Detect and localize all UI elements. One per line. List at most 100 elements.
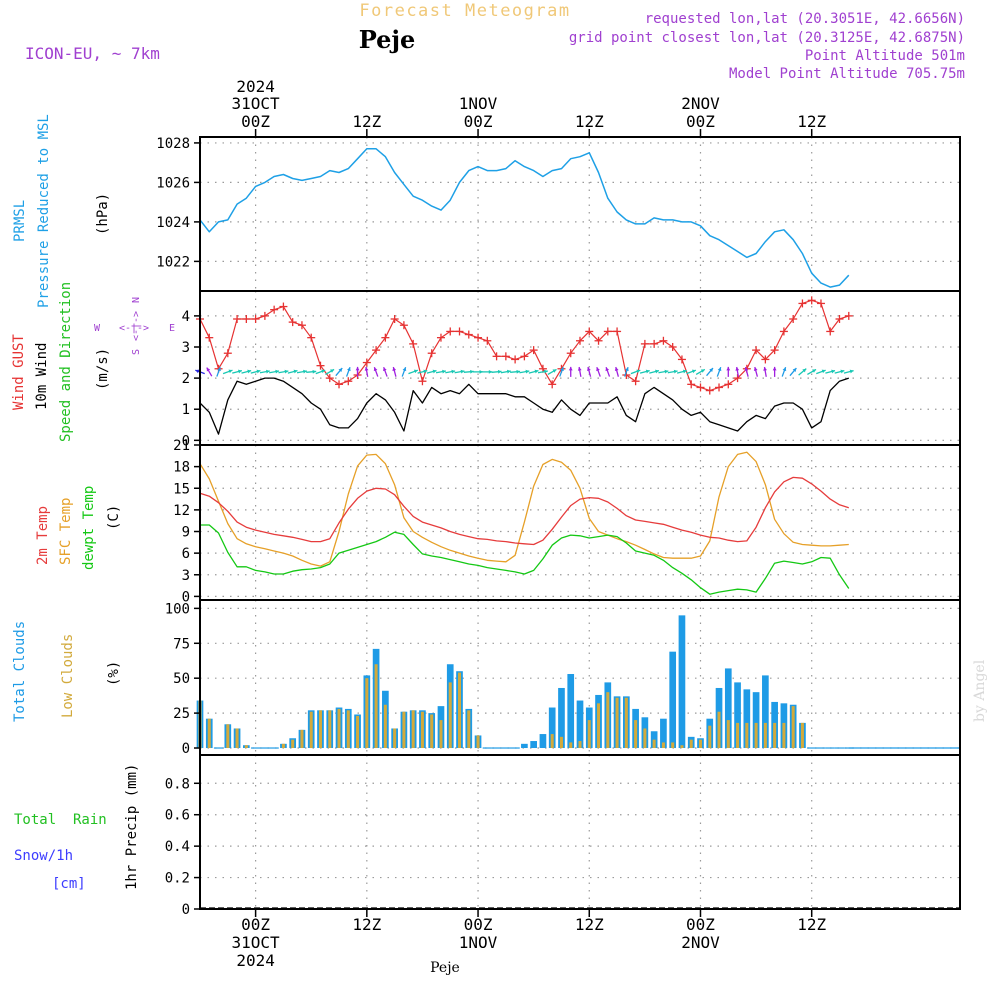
- bottom-time-label: 00Z: [241, 915, 270, 934]
- y-tick-label: 0: [182, 433, 190, 449]
- top-time-label: 12Z: [797, 112, 826, 131]
- wind-direction-arrowhead: [402, 367, 407, 372]
- clouds-label-total: Total Clouds: [12, 621, 28, 722]
- wind-direction-arrowhead: [338, 368, 343, 372]
- bottom-time-label: 2NOV: [681, 933, 720, 952]
- y-tick-label: 100: [165, 601, 190, 617]
- y-tick-label: 2: [182, 371, 190, 387]
- top-time-label: 2024: [236, 77, 275, 96]
- compass-ew-axis: <-|->: [119, 323, 149, 334]
- y-tick-label: 75: [173, 636, 190, 652]
- y-tick-label: 0: [182, 902, 190, 918]
- watermark: by Angel: [972, 659, 988, 722]
- bottom-time-label: 12Z: [352, 915, 381, 934]
- bottom-time-label: 1NOV: [459, 933, 498, 952]
- wind-direction-arrowhead: [552, 369, 557, 373]
- wind-direction-arrowhead: [330, 369, 335, 373]
- low-cloud-bar: [281, 743, 285, 749]
- wind-direction-arrowhead: [238, 369, 242, 374]
- wind-direction-arrowhead: [782, 367, 787, 372]
- panel-frame: [199, 444, 961, 601]
- wind-direction-arrowhead: [460, 369, 465, 374]
- low-cloud-bar: [680, 745, 684, 749]
- low-cloud-bar: [430, 714, 434, 749]
- bottom-time-label: 12Z: [575, 915, 604, 934]
- low-cloud-bar: [652, 739, 656, 749]
- wind-direction-arrowhead: [432, 369, 437, 374]
- low-cloud-bar: [708, 725, 712, 749]
- y-tick-label: 1024: [156, 215, 190, 231]
- precip-label-cm: [cm]: [52, 876, 86, 892]
- y-tick-label: 9: [182, 525, 190, 541]
- total-cloud-bar: [567, 674, 575, 749]
- clouds-unit: (%): [106, 661, 122, 686]
- y-tick-label: 0: [182, 589, 190, 605]
- low-cloud-bar: [782, 722, 786, 749]
- pressure-label-msl: Pressure Reduced to MSL: [36, 114, 52, 308]
- wind-direction-arrowhead: [247, 369, 252, 374]
- pressure-panel-labels: PRMSL Pressure Reduced to MSL (hPa): [12, 114, 111, 308]
- total-cloud-bar: [521, 743, 528, 749]
- wind-direction-arrowhead: [195, 369, 200, 374]
- location-title: Peje: [359, 25, 416, 54]
- low-cloud-bar: [587, 720, 591, 749]
- bottom-time-label: 31OCT: [232, 933, 281, 952]
- low-cloud-bar: [467, 710, 471, 749]
- wind-direction-arrowhead: [506, 369, 511, 374]
- low-cloud-bar: [578, 741, 582, 749]
- wind-direction-arrowhead: [275, 369, 280, 374]
- low-cloud-bar: [624, 697, 628, 749]
- wind-direction-arrowhead: [392, 367, 397, 371]
- low-cloud-bar: [597, 703, 601, 749]
- y-tick-label: 18: [173, 460, 190, 476]
- wind-direction-arrowhead: [284, 369, 289, 374]
- clouds-panel-labels: Total Clouds Low Clouds (%): [12, 621, 122, 722]
- total-cloud-bar: [530, 741, 537, 749]
- wind-panel-labels: Wind GUST 10m Wind Speed and Direction (…: [11, 282, 175, 442]
- y-tick-label: 15: [173, 481, 190, 497]
- top-time-label: 31OCT: [232, 94, 281, 113]
- temp-label-sfc: SFC Temp: [58, 498, 74, 565]
- wind-direction-arrowhead: [423, 369, 428, 374]
- low-cloud-bar: [383, 704, 387, 749]
- wind-direction-arrowhead: [763, 366, 767, 371]
- wind-direction-arrowhead: [470, 369, 474, 374]
- wind-unit: (m/s): [95, 348, 111, 390]
- precip-panel-labels: Total Rain Snow/1h [cm] 1hr Precip (mm): [14, 764, 140, 892]
- pressure-label-prmsl: PRMSL: [12, 200, 28, 242]
- y-tick-label: 0.6: [165, 808, 190, 824]
- total-cloud-bar: [660, 718, 667, 749]
- low-cloud-bar: [791, 706, 795, 749]
- dewpt-temp-line: [200, 524, 850, 595]
- wind-direction-arrowhead: [293, 369, 298, 374]
- low-cloud-bar: [365, 678, 369, 749]
- total-cloud-bar: [539, 734, 547, 749]
- top-time-label: 12Z: [352, 112, 381, 131]
- low-cloud-bar: [439, 720, 443, 749]
- wind-direction-arrowhead: [560, 367, 564, 372]
- wind-direction-arrowhead: [664, 369, 669, 374]
- wind-direction-arrowhead: [726, 366, 731, 371]
- low-cloud-bar: [235, 728, 239, 749]
- wind-direction-arrowhead: [614, 367, 619, 371]
- grid-point-coords: grid point closest lon,lat (20.3125E, 42…: [569, 30, 965, 46]
- low-cloud-bar: [717, 711, 721, 749]
- low-cloud-bar: [374, 664, 378, 749]
- low-cloud-bar: [346, 710, 350, 749]
- clouds-label-low: Low Clouds: [60, 634, 76, 718]
- low-cloud-bar: [634, 720, 638, 749]
- low-cloud-bar: [606, 692, 610, 749]
- wind-direction-arrowhead: [442, 369, 446, 374]
- wind-direction-arrowhead: [451, 369, 456, 374]
- wind-direction-arrowhead: [312, 369, 317, 374]
- model-point-altitude: Model Point Altitude 705.75m: [729, 66, 965, 82]
- wind-direction-arrowhead: [812, 369, 817, 373]
- top-time-label: 00Z: [464, 112, 493, 131]
- top-time-label: 1NOV: [459, 94, 498, 113]
- total-cloud-bar: [576, 700, 584, 749]
- panel-frame: [199, 136, 961, 292]
- plot-layer: [195, 148, 960, 909]
